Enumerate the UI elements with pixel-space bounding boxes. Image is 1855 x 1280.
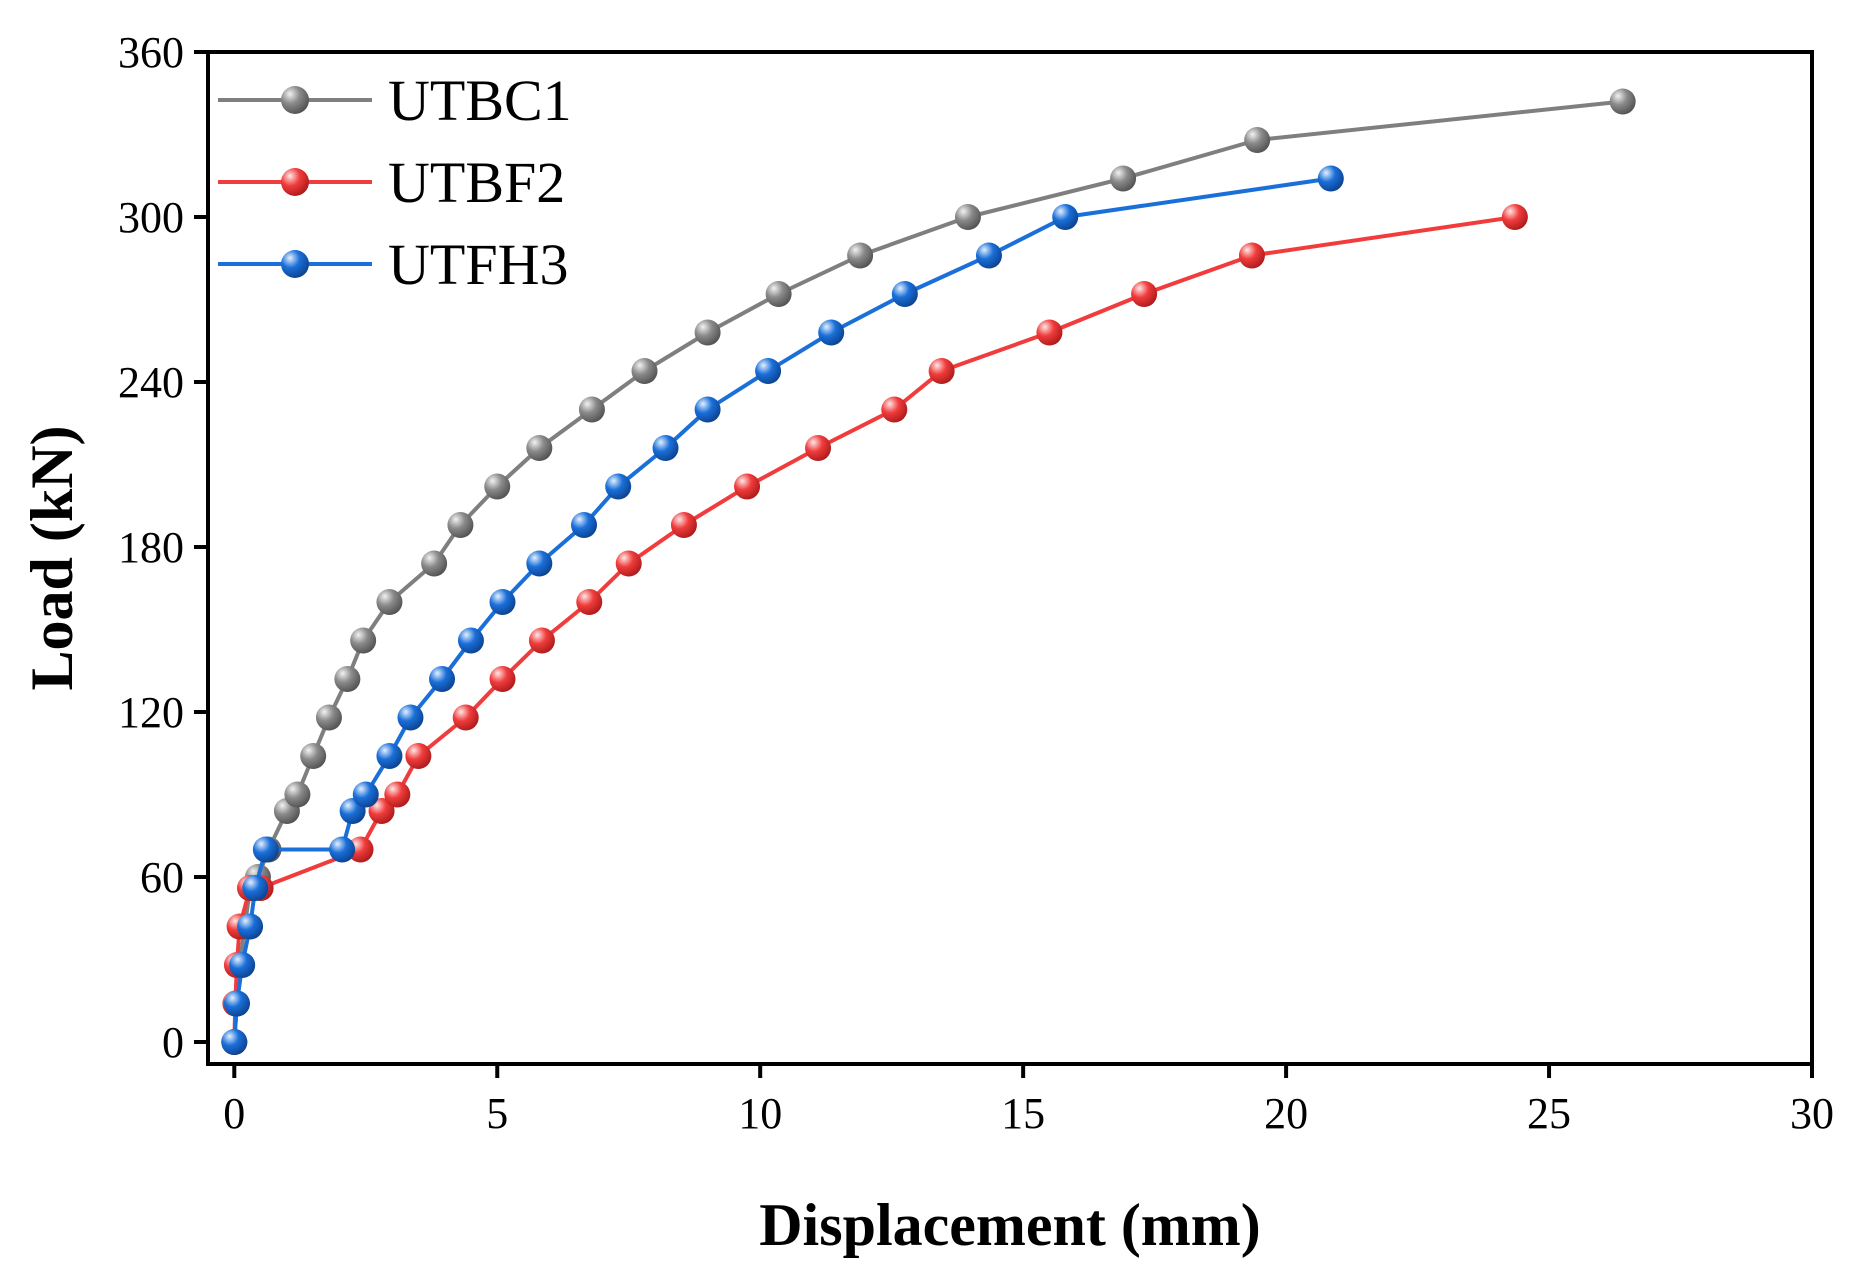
data-point bbox=[315, 704, 342, 731]
data-point bbox=[1036, 319, 1063, 346]
data-point bbox=[670, 512, 697, 538]
data-point bbox=[252, 836, 279, 863]
data-point bbox=[352, 781, 379, 808]
y-tick-label: 0 bbox=[162, 1018, 184, 1067]
x-tick-label: 30 bbox=[1790, 1089, 1834, 1138]
data-point bbox=[891, 281, 918, 307]
data-point bbox=[1609, 88, 1636, 115]
data-point bbox=[975, 242, 1002, 269]
legend-item: UTFH3 bbox=[218, 232, 568, 297]
data-point bbox=[329, 836, 356, 863]
legend-label: UTBF2 bbox=[388, 150, 565, 215]
x-tick-label: 5 bbox=[486, 1089, 508, 1138]
data-point bbox=[528, 627, 555, 654]
data-point bbox=[223, 990, 250, 1017]
data-point bbox=[1131, 281, 1158, 307]
legend-marker bbox=[281, 250, 309, 278]
data-point bbox=[1244, 127, 1271, 153]
series-UTBF2 bbox=[221, 204, 1528, 1055]
x-tick-label: 20 bbox=[1264, 1089, 1308, 1138]
data-point bbox=[237, 913, 264, 940]
data-point bbox=[384, 781, 411, 808]
legend-item: UTBF2 bbox=[218, 150, 565, 215]
legend-label: UTBC1 bbox=[388, 68, 572, 133]
data-point bbox=[805, 435, 832, 461]
data-point bbox=[847, 242, 874, 269]
data-point bbox=[300, 743, 327, 769]
data-point bbox=[1501, 204, 1528, 230]
data-point bbox=[576, 589, 603, 615]
data-point bbox=[221, 1029, 248, 1055]
data-point bbox=[605, 473, 632, 500]
data-point bbox=[484, 473, 511, 500]
y-tick-label: 360 bbox=[118, 28, 184, 77]
data-point bbox=[928, 358, 955, 384]
x-tick-label: 10 bbox=[738, 1089, 782, 1138]
data-point bbox=[1110, 165, 1137, 192]
data-point bbox=[694, 396, 721, 423]
data-point bbox=[405, 743, 432, 769]
data-point bbox=[734, 473, 761, 500]
x-tick-label: 15 bbox=[1001, 1089, 1045, 1138]
y-axis-title: Load (kN) bbox=[19, 425, 85, 690]
data-point bbox=[429, 666, 456, 692]
series-UTFH3 bbox=[221, 165, 1344, 1055]
data-point bbox=[571, 512, 598, 538]
series-layer bbox=[221, 88, 1636, 1055]
series-line bbox=[232, 215, 1516, 1043]
data-point bbox=[421, 550, 448, 577]
data-point bbox=[350, 627, 377, 654]
data-point bbox=[242, 875, 269, 901]
x-tick-label: 0 bbox=[223, 1089, 245, 1138]
data-point bbox=[694, 319, 721, 346]
y-tick-label: 240 bbox=[118, 358, 184, 407]
data-point bbox=[489, 666, 516, 692]
data-point bbox=[1317, 165, 1344, 192]
data-point bbox=[1238, 242, 1265, 269]
legend-label: UTFH3 bbox=[388, 232, 568, 297]
data-point bbox=[447, 512, 474, 538]
x-axis-title: Displacement (mm) bbox=[759, 1192, 1261, 1258]
x-tick-label: 25 bbox=[1527, 1089, 1571, 1138]
data-point bbox=[368, 798, 395, 824]
data-point bbox=[452, 704, 479, 731]
legend-marker bbox=[281, 86, 309, 114]
data-point bbox=[347, 836, 374, 863]
legend-item: UTBC1 bbox=[218, 68, 572, 133]
data-point bbox=[376, 743, 403, 769]
legend: UTBC1 UTBF2 UTFH3 bbox=[218, 68, 572, 297]
data-point bbox=[526, 550, 553, 577]
data-point bbox=[397, 704, 424, 731]
data-point bbox=[1052, 204, 1079, 230]
data-point bbox=[376, 589, 403, 615]
data-point bbox=[229, 952, 256, 978]
data-point bbox=[615, 550, 642, 577]
y-tick-label: 300 bbox=[118, 193, 184, 242]
data-point bbox=[489, 589, 516, 615]
data-point bbox=[765, 281, 792, 307]
data-point bbox=[631, 358, 658, 384]
y-tick-label: 60 bbox=[140, 853, 184, 902]
plot-frame bbox=[206, 50, 1814, 1066]
legend-marker bbox=[281, 168, 309, 196]
data-point bbox=[954, 204, 981, 230]
data-point bbox=[818, 319, 845, 346]
data-point bbox=[457, 627, 484, 654]
data-point bbox=[284, 781, 311, 808]
data-point bbox=[526, 435, 553, 461]
data-point bbox=[578, 396, 605, 423]
data-point bbox=[334, 666, 361, 692]
data-point bbox=[755, 358, 782, 384]
data-point bbox=[652, 435, 679, 461]
y-tick-label: 120 bbox=[118, 688, 184, 737]
y-tick-label: 180 bbox=[118, 523, 184, 572]
data-point bbox=[881, 396, 908, 423]
